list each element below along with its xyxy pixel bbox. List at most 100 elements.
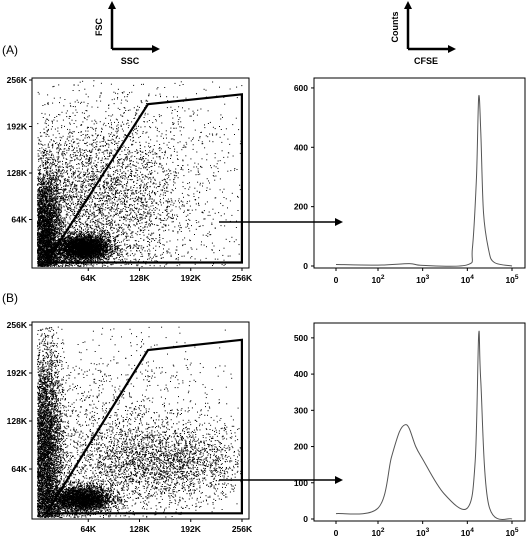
data-point [101, 232, 103, 233]
data-point [72, 249, 74, 251]
data-point [99, 252, 101, 254]
data-point [83, 265, 85, 267]
data-point [103, 240, 105, 241]
data-point [76, 237, 78, 239]
data-point [78, 258, 80, 260]
data-point [86, 257, 88, 259]
data-point [59, 249, 61, 251]
data-point [91, 251, 93, 253]
data-point [118, 248, 120, 249]
data-point [73, 240, 75, 242]
data-point [69, 235, 71, 237]
data-point [77, 234, 79, 236]
data-point [91, 258, 93, 260]
data-point [64, 238, 66, 240]
data-point [97, 257, 98, 259]
data-point [81, 233, 83, 235]
data-point [96, 257, 98, 259]
data-point [93, 247, 95, 249]
data-point [56, 250, 58, 252]
data-point [68, 238, 70, 240]
data-point [111, 246, 113, 248]
data-point [76, 243, 78, 245]
data-point [106, 248, 108, 250]
data-point [106, 250, 108, 252]
data-point [72, 258, 74, 259]
data-point [82, 255, 84, 256]
data-point [113, 250, 115, 252]
data-point [81, 250, 83, 252]
data-point [75, 254, 77, 256]
data-point [79, 231, 81, 233]
data-point [116, 254, 118, 256]
data-point [99, 240, 101, 242]
data-point [61, 241, 63, 243]
data-point [81, 232, 83, 234]
data-point [114, 258, 116, 260]
data-point [79, 237, 81, 239]
data-point [80, 252, 82, 254]
data-point [93, 251, 95, 253]
data-point [67, 239, 69, 241]
data-point [98, 252, 100, 253]
data-point [99, 242, 101, 244]
data-point [99, 239, 101, 241]
data-point [114, 252, 115, 254]
data-point [95, 248, 97, 250]
data-point [73, 233, 75, 235]
data-point [78, 234, 80, 236]
data-point [62, 250, 64, 252]
data-point [86, 231, 88, 233]
data-point [101, 255, 103, 257]
data-point [52, 169, 53, 171]
data-point [103, 257, 105, 258]
data-point [86, 245, 88, 247]
data-point [110, 247, 111, 249]
data-point [67, 237, 69, 239]
data-point [67, 234, 69, 236]
data-point [102, 256, 104, 258]
data-point [81, 247, 83, 249]
data-point [89, 242, 91, 244]
data-point [74, 264, 76, 266]
data-point [84, 255, 86, 257]
data-point [61, 245, 62, 247]
data-point [51, 227, 52, 229]
data-point [94, 260, 96, 262]
data-point [97, 252, 99, 253]
data-point [95, 253, 97, 255]
data-point [84, 253, 86, 255]
data-point [81, 234, 83, 236]
arrow-head [152, 45, 160, 53]
data-point [84, 250, 86, 252]
data-point [70, 234, 72, 235]
data-point [92, 234, 94, 236]
data-point [62, 264, 64, 266]
data-point [85, 233, 87, 235]
data-point [84, 260, 85, 261]
data-point [85, 259, 87, 261]
data-point [80, 241, 82, 243]
data-point [62, 257, 64, 259]
data-point [89, 251, 91, 253]
data-point [85, 256, 87, 258]
data-point [76, 259, 78, 261]
data-point [92, 240, 94, 242]
data-point [89, 256, 91, 258]
data-point [70, 243, 72, 245]
data-point [87, 258, 89, 260]
data-point [103, 248, 105, 249]
data-point [74, 247, 75, 249]
vertical-axis-title: Counts [390, 12, 400, 43]
data-point [78, 236, 80, 238]
data-point [69, 246, 71, 248]
data-point [61, 228, 63, 230]
data-point [62, 249, 64, 251]
data-point [96, 243, 98, 245]
data-point [76, 233, 78, 235]
data-point [108, 246, 110, 248]
data-point [96, 248, 98, 250]
data-point [75, 243, 76, 245]
